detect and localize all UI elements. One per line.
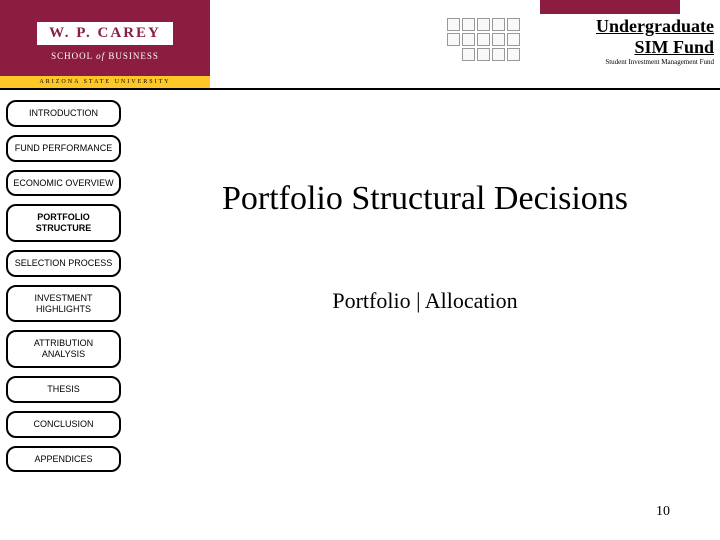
- accent-bar: [540, 0, 680, 14]
- logo: W. P. CAREY SCHOOL of BUSINESS ARIZONA S…: [0, 0, 210, 88]
- nav-appendices[interactable]: APPENDICES: [6, 446, 121, 473]
- fund-title: Undergraduate SIM Fund: [454, 16, 714, 58]
- nav-introduction[interactable]: INTRODUCTION: [6, 100, 121, 127]
- page-number: 10: [656, 504, 670, 520]
- nav-thesis[interactable]: THESIS: [6, 376, 121, 403]
- slide-subtitle: Portfolio | Allocation: [140, 288, 710, 314]
- nav-selection-process[interactable]: SELECTION PROCESS: [6, 250, 121, 277]
- nav-sidebar: INTRODUCTION FUND PERFORMANCE ECONOMIC O…: [6, 100, 121, 472]
- nav-fund-performance[interactable]: FUND PERFORMANCE: [6, 135, 121, 162]
- slide-title: Portfolio Structural Decisions: [140, 180, 710, 218]
- nav-economic-overview[interactable]: ECONOMIC OVERVIEW: [6, 170, 121, 197]
- slide-header: W. P. CAREY SCHOOL of BUSINESS ARIZONA S…: [0, 0, 720, 90]
- header-title-block: Undergraduate SIM Fund Student Investmen…: [454, 14, 714, 66]
- nav-conclusion[interactable]: CONCLUSION: [6, 411, 121, 438]
- main-content: Portfolio Structural Decisions Portfolio…: [140, 120, 710, 314]
- fund-subtitle: Student Investment Management Fund: [454, 58, 714, 66]
- nav-portfolio-structure[interactable]: PORTFOLIO STRUCTURE: [6, 204, 121, 242]
- logo-bottom: ARIZONA STATE UNIVERSITY: [0, 76, 210, 88]
- nav-investment-highlights[interactable]: INVESTMENT HIGHLIGHTS: [6, 285, 121, 323]
- logo-top: W. P. CAREY: [37, 22, 173, 45]
- logo-mid: SCHOOL of BUSINESS: [51, 51, 159, 61]
- nav-attribution-analysis[interactable]: ATTRIBUTION ANALYSIS: [6, 330, 121, 368]
